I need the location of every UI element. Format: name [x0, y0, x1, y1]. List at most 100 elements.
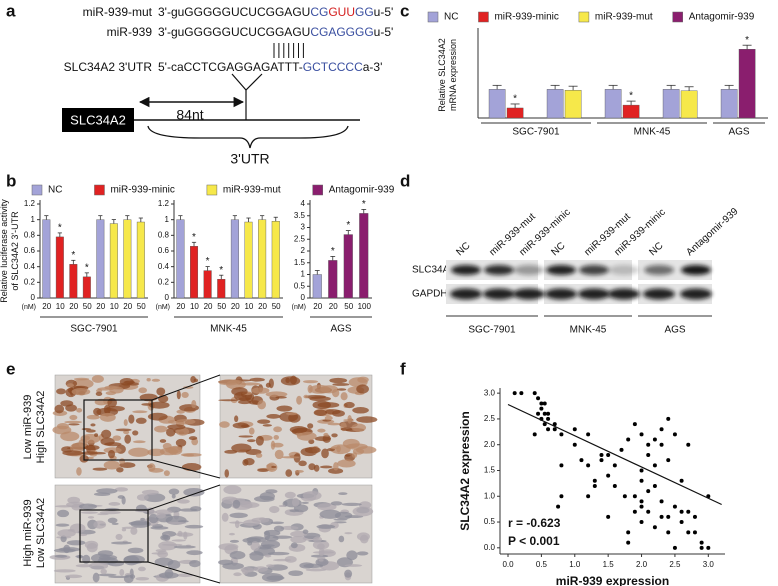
- x-tick-label: 2.5: [669, 560, 681, 569]
- tissue-texture: [191, 400, 197, 409]
- tissue-texture: [243, 458, 255, 466]
- tissue-texture: [337, 459, 356, 468]
- y-axis-label-line: Relative luciferase activity: [0, 199, 9, 303]
- tissue-texture: [146, 378, 151, 382]
- tissue-texture: [226, 379, 246, 390]
- tissue-texture: [289, 426, 308, 434]
- tissue-texture: [154, 425, 168, 433]
- tissue-texture: [84, 540, 99, 549]
- tissue-texture: [141, 489, 159, 495]
- sequence-segment: 5'-caCCTCGAGGAGATTT: [158, 60, 300, 74]
- site-lines: [231, 73, 263, 91]
- tissue-texture: [115, 533, 123, 541]
- tissue-texture: [167, 521, 187, 525]
- blot-group-label: SGC-7901: [468, 325, 516, 336]
- ihc-row-label-line: Low miR-939: [22, 395, 34, 460]
- tissue-texture: [289, 375, 297, 385]
- tissue-texture: [82, 554, 91, 564]
- significance: *: [362, 199, 366, 210]
- tissue-texture: [100, 568, 107, 575]
- tissue-texture: [257, 468, 270, 472]
- y-tick-label: 0.5: [294, 281, 306, 290]
- tissue-texture: [278, 504, 286, 508]
- tissue-texture: [323, 432, 329, 438]
- bar: [662, 89, 680, 119]
- tissue-texture: [184, 524, 204, 529]
- tissue-texture: [281, 456, 300, 459]
- tissue-texture: [96, 488, 118, 494]
- point: [666, 416, 671, 421]
- blot-band: [643, 288, 675, 300]
- sequence-label: miR-939: [107, 25, 153, 39]
- tissue-texture: [341, 502, 362, 507]
- panel-letter: c: [400, 1, 409, 20]
- point: [632, 494, 637, 499]
- tissue-texture: [128, 414, 135, 424]
- x-tick-label: 0.0: [502, 560, 514, 569]
- point: [536, 396, 541, 401]
- y-tick-label: 0.6: [24, 246, 36, 255]
- tissue-texture: [275, 396, 287, 399]
- significance: *: [219, 265, 223, 276]
- point: [679, 520, 684, 525]
- tissue-texture: [317, 503, 337, 511]
- x-unit-label: (nM): [156, 304, 170, 311]
- y-tick-label: 0.4: [24, 262, 36, 271]
- tissue-texture: [97, 513, 109, 516]
- tissue-texture: [136, 494, 149, 501]
- tissue-texture: [304, 446, 321, 454]
- sequence-segment: a-3': [363, 60, 383, 74]
- tissue-texture: [344, 569, 353, 578]
- x-tick-label: 20: [96, 302, 105, 311]
- tissue-texture: [249, 551, 264, 561]
- bar: [720, 89, 738, 119]
- tissue-texture: [298, 460, 307, 467]
- legend-swatch: [206, 184, 218, 196]
- tissue-texture: [285, 377, 290, 384]
- tissue-texture: [155, 549, 167, 553]
- x-group-label: MNK-45: [634, 127, 671, 138]
- tissue-texture: [181, 391, 189, 398]
- tissue-texture: [318, 547, 325, 557]
- tissue-texture: [135, 577, 150, 581]
- tissue-texture: [308, 439, 315, 445]
- lane-label: NC: [454, 240, 472, 258]
- legend-swatch: [31, 184, 43, 196]
- bar: [564, 89, 582, 119]
- point: [639, 520, 644, 525]
- ihc-row-label-line: Low SLC34A2: [35, 498, 47, 568]
- tissue-texture: [175, 418, 196, 425]
- tissue-texture: [333, 462, 339, 471]
- blot-band: [451, 265, 481, 275]
- tissue-texture: [117, 495, 125, 499]
- point: [632, 509, 637, 514]
- point: [546, 427, 551, 432]
- tissue-texture: [313, 409, 328, 416]
- tissue-texture: [246, 439, 256, 443]
- bar: [203, 270, 212, 299]
- x-group-label: SGC-7901: [70, 324, 118, 335]
- tissue-texture: [336, 388, 347, 391]
- tissue-texture: [101, 429, 112, 439]
- tissue-texture: [127, 547, 144, 554]
- zoom-lines: [147, 484, 221, 584]
- tissue-texture: [147, 412, 168, 421]
- point: [599, 458, 604, 463]
- tissue-texture: [336, 445, 341, 453]
- tissue-texture: [173, 545, 196, 549]
- tissue-texture: [92, 467, 108, 471]
- significance: *: [745, 35, 749, 46]
- tissue-texture: [111, 522, 119, 525]
- y-tick-label: 2.0: [484, 440, 496, 449]
- point: [552, 427, 557, 432]
- tissue-texture: [75, 564, 93, 568]
- x-tick-label: 20: [329, 302, 338, 311]
- tissue-texture: [328, 468, 344, 474]
- blot-band: [681, 265, 711, 275]
- point: [679, 509, 684, 514]
- y-tick-label: 1: [301, 270, 306, 279]
- x-tick-label: 10: [56, 302, 65, 311]
- x-tick-label: 20: [42, 302, 51, 311]
- tissue-texture: [303, 394, 309, 399]
- tissue-texture: [272, 558, 292, 562]
